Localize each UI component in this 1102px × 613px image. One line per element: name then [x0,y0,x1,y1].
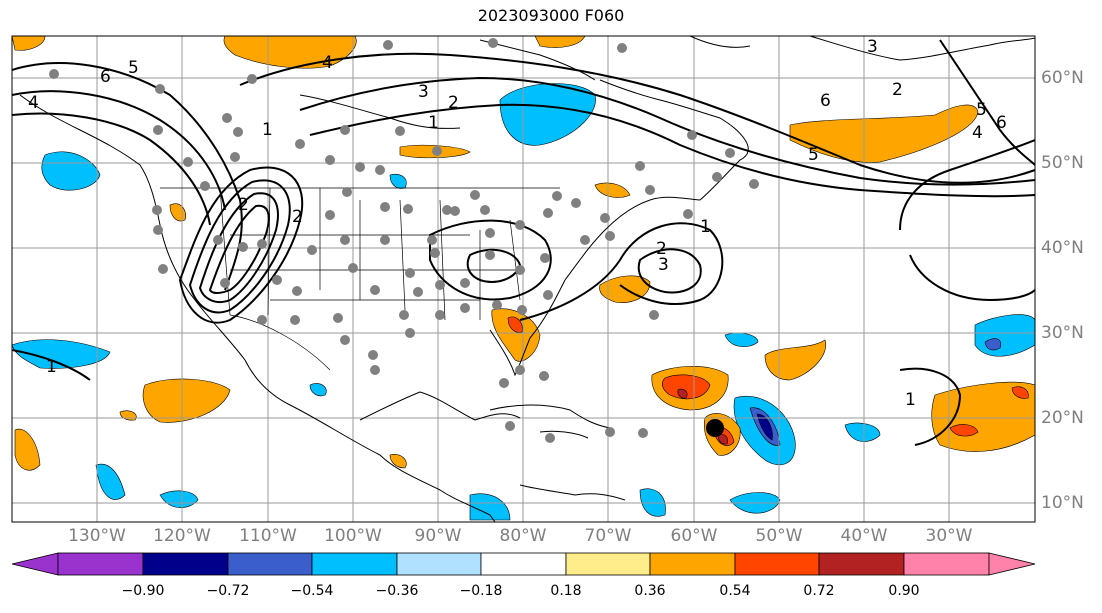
contour-label: 6 [820,91,831,111]
graticule [12,36,1035,522]
colorbar-over-arrow [988,552,1036,576]
colorbar-segment [57,552,144,576]
lat-label: 50°N [1041,153,1084,173]
lon-label: 90°W [414,526,462,546]
lat-label: 30°N [1041,323,1084,343]
lon-label: 120°W [153,526,211,546]
contour-label: 1 [262,120,273,140]
colorbar-segment [227,552,313,576]
lon-label: 100°W [324,526,382,546]
lon-label: 50°W [755,526,803,546]
colorbar-segment [565,552,651,576]
colorbar-segment [396,552,482,576]
map-title: 2023093000 F060 [477,6,625,25]
contour-label: 2 [448,93,459,113]
colorbar-tick-label: −0.54 [290,583,334,599]
colorbar-tick-label: −0.72 [206,583,250,599]
contour-label: 3 [867,37,878,57]
lat-label: 60°N [1041,68,1084,88]
lon-label: 110°W [239,526,297,546]
height-anomaly-contours [12,39,1035,446]
contour-label: 3 [418,82,429,102]
contour-label: 6 [100,67,111,87]
colorbar-tick-label: −0.90 [121,583,165,599]
colorbar [11,552,1036,576]
colorbar-tick-label: −0.36 [375,583,419,599]
lon-label: 60°W [670,526,718,546]
lon-label: 80°W [499,526,547,546]
contour-label: 4 [322,53,333,73]
contour-label: 1 [905,390,916,410]
contour-label: 5 [128,58,139,78]
contour-label: 2 [238,195,249,215]
contour-label: 3 [658,255,669,275]
contour-label: 4 [972,123,983,143]
contour-labels: 6 5 4 4 3 2 1 1 2 2 1 2 3 6 5 3 2 4 5 6 … [28,37,1007,410]
colorbar-segment [903,552,990,576]
colorbar-tick-label: 0.72 [803,583,835,599]
contour-label: 5 [976,100,987,120]
lon-label: 130°W [68,526,126,546]
negative-anomaly-shading [12,83,1035,521]
contour-label: 2 [892,80,903,100]
colorbar-tick-label: −0.18 [459,583,503,599]
lon-label: 40°W [840,526,888,546]
lon-label: 30°W [925,526,973,546]
colorbar-segment [142,552,229,576]
map-frame [11,35,1036,523]
coastlines [19,36,1035,522]
contour-label: 2 [656,239,667,259]
colorbar-segment [649,552,736,576]
contour-label: 1 [700,217,711,237]
colorbar-segment [311,552,398,576]
colorbar-segment [818,552,905,576]
contour-label: 1 [428,113,439,133]
contour-label: 4 [28,93,39,113]
colorbar-under-arrow [11,552,59,576]
station-dots [49,38,759,443]
colorbar-segment [480,552,567,576]
lat-label: 40°N [1041,238,1084,258]
colorbar-tick-label: 0.54 [719,583,751,599]
colorbar-tick-label: 0.36 [634,583,666,599]
map-field: 6 5 4 4 3 2 1 1 2 2 1 2 3 6 5 3 2 4 5 6 … [12,36,1035,522]
lon-label: 70°W [584,526,632,546]
contour-label: 1 [46,357,57,377]
contour-label: 6 [996,113,1007,133]
colorbar-segment [734,552,820,576]
colorbar-tick-label: 0.18 [550,583,582,599]
contour-label: 5 [808,145,819,165]
lat-label: 10°N [1041,493,1084,513]
colorbar-tick-label: 0.90 [888,583,920,599]
storm-center-marker [706,419,724,437]
contour-label: 2 [292,207,303,227]
lat-label: 20°N [1041,408,1084,428]
